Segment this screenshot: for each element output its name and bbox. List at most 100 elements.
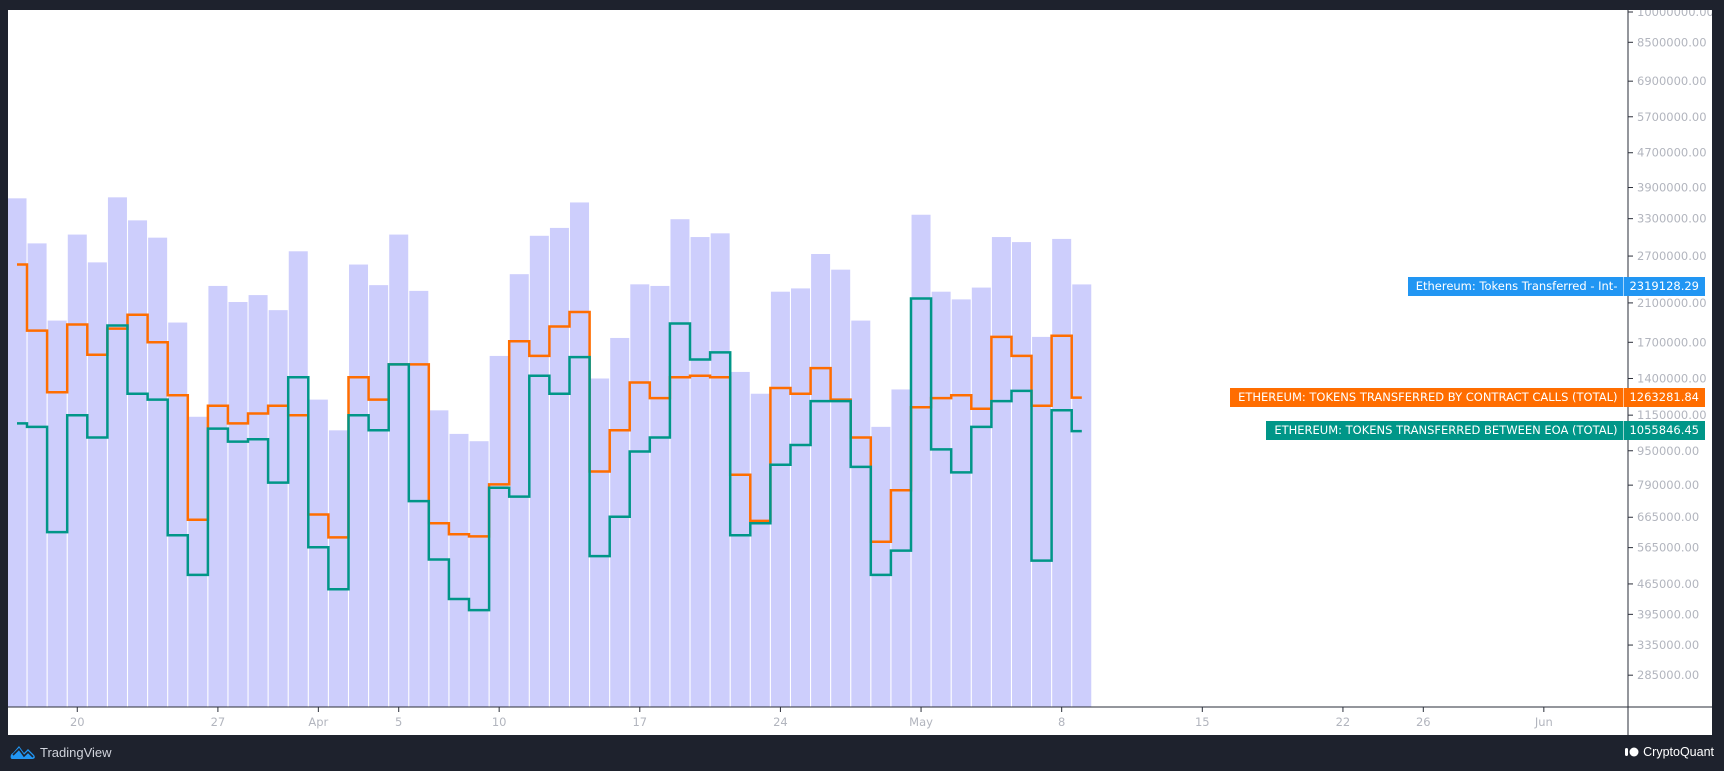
bar [831, 269, 851, 707]
bar [128, 220, 148, 708]
bar [47, 320, 67, 707]
bar [27, 243, 47, 707]
bar [308, 399, 328, 707]
bar [248, 295, 268, 707]
bar [8, 198, 27, 707]
bar [791, 288, 811, 707]
bar [168, 322, 188, 707]
price-tick-label: 3300000.00 [1637, 212, 1707, 226]
bar [570, 202, 590, 707]
price-tick-label: 395000.00 [1637, 607, 1699, 621]
cryptoquant-mark-icon [1625, 747, 1639, 757]
bar [710, 233, 730, 707]
price-tick-label: 1700000.00 [1637, 335, 1707, 349]
price-tick-label: 790000.00 [1637, 478, 1699, 492]
price-label-contract-calls: ETHEREUM: TOKENS TRANSFERRED BY CONTRACT… [1230, 388, 1705, 407]
time-tick-label: 27 [211, 715, 226, 729]
chart-panel[interactable]: 10000000.00 8500000.00 6900000.00 5700000.0… [8, 10, 1712, 735]
price-tick-label: 565000.00 [1637, 541, 1699, 555]
bar [770, 291, 790, 707]
bar [750, 393, 770, 707]
time-tick-label: 20 [70, 715, 85, 729]
price-tick-label: 8500000.00 [1637, 35, 1707, 49]
bar [851, 320, 871, 707]
price-tick-label: 4700000.00 [1637, 146, 1707, 160]
time-tick-label: 8 [1058, 715, 1065, 729]
time-axis: 20 27 Apr 5 10 17 24 May 8 15 22 26 Jun [70, 707, 1553, 729]
price-label-eoa: ETHEREUM: TOKENS TRANSFERRED BETWEEN EOA… [1266, 421, 1705, 440]
bar [288, 251, 308, 707]
series-name: ETHEREUM: TOKENS TRANSFERRED BY CONTRACT… [1238, 390, 1618, 404]
bar [1032, 336, 1052, 707]
bar [911, 214, 931, 707]
price-tick-label: 10000000.00 [1637, 10, 1712, 19]
bar [107, 197, 127, 708]
price-tick-label: 3900000.00 [1637, 181, 1707, 195]
bar [529, 235, 549, 707]
series-last-value: 1055846.45 [1623, 421, 1705, 440]
bar [328, 430, 348, 707]
bar [228, 302, 248, 707]
tradingview-logo[interactable]: TradingView [10, 743, 112, 761]
price-tick-label: 2700000.00 [1637, 249, 1707, 263]
bar [87, 262, 107, 707]
price-tick-label: 6900000.00 [1637, 74, 1707, 88]
time-tick-label: 15 [1195, 715, 1210, 729]
bar [449, 433, 469, 707]
bar-series [8, 197, 1092, 708]
time-tick-label: 24 [773, 715, 788, 729]
series-last-value: 1263281.84 [1623, 388, 1705, 407]
price-tick-label: 465000.00 [1637, 577, 1699, 591]
time-tick-label: 22 [1336, 715, 1351, 729]
time-tick-label: Jun [1534, 715, 1553, 729]
cryptoquant-logo[interactable]: CryptoQuant [1625, 745, 1714, 759]
price-tick-label: 950000.00 [1637, 444, 1699, 458]
series-name: ETHEREUM: TOKENS TRANSFERRED BETWEEN EOA… [1274, 423, 1618, 437]
series-name: Ethereum: Tokens Transferred - Int- [1415, 279, 1618, 293]
price-label-tokens-transferred: Ethereum: Tokens Transferred - Int- 2319… [1407, 277, 1705, 296]
time-tick-label: 17 [632, 715, 647, 729]
bar [268, 310, 288, 707]
price-tick-label: 285000.00 [1637, 668, 1699, 682]
bar [670, 219, 690, 708]
bar [369, 285, 389, 707]
bar [409, 290, 429, 707]
cryptoquant-label: CryptoQuant [1643, 745, 1714, 759]
bar [549, 227, 569, 707]
bar [971, 287, 991, 707]
bar [1052, 238, 1072, 707]
line-series [17, 263, 1082, 612]
bar [1072, 284, 1092, 707]
bar [650, 285, 670, 707]
bar [630, 284, 650, 707]
bar [148, 237, 168, 707]
bar [811, 254, 831, 707]
price-tick-label: 335000.00 [1637, 638, 1699, 652]
series-last-value: 2319128.29 [1623, 277, 1705, 296]
bar [389, 234, 409, 707]
bar [208, 285, 228, 707]
bar [1012, 242, 1031, 707]
bar [991, 237, 1011, 707]
bar [690, 237, 710, 707]
time-tick-label: 26 [1416, 715, 1431, 729]
eoa-step-line [17, 297, 1082, 612]
bar [188, 416, 208, 707]
time-tick-label: 5 [395, 715, 402, 729]
time-tick-label: 10 [492, 715, 507, 729]
time-tick-label: May [909, 715, 933, 729]
chart[interactable]: 10000000.00 8500000.00 6900000.00 5700000.0… [8, 10, 1712, 735]
bar [931, 291, 951, 707]
bar [590, 378, 610, 707]
bar [509, 274, 529, 707]
bar [610, 337, 630, 707]
price-axis: 10000000.00 8500000.00 6900000.00 5700000.0… [1628, 10, 1712, 682]
bar [489, 355, 509, 707]
time-tick-label: Apr [308, 715, 328, 729]
bar [730, 371, 750, 707]
tradingview-label: TradingView [40, 744, 112, 760]
bar [469, 441, 489, 707]
bar [349, 264, 369, 707]
footer: TradingView CryptoQuant [0, 735, 1724, 771]
bar [891, 389, 911, 707]
